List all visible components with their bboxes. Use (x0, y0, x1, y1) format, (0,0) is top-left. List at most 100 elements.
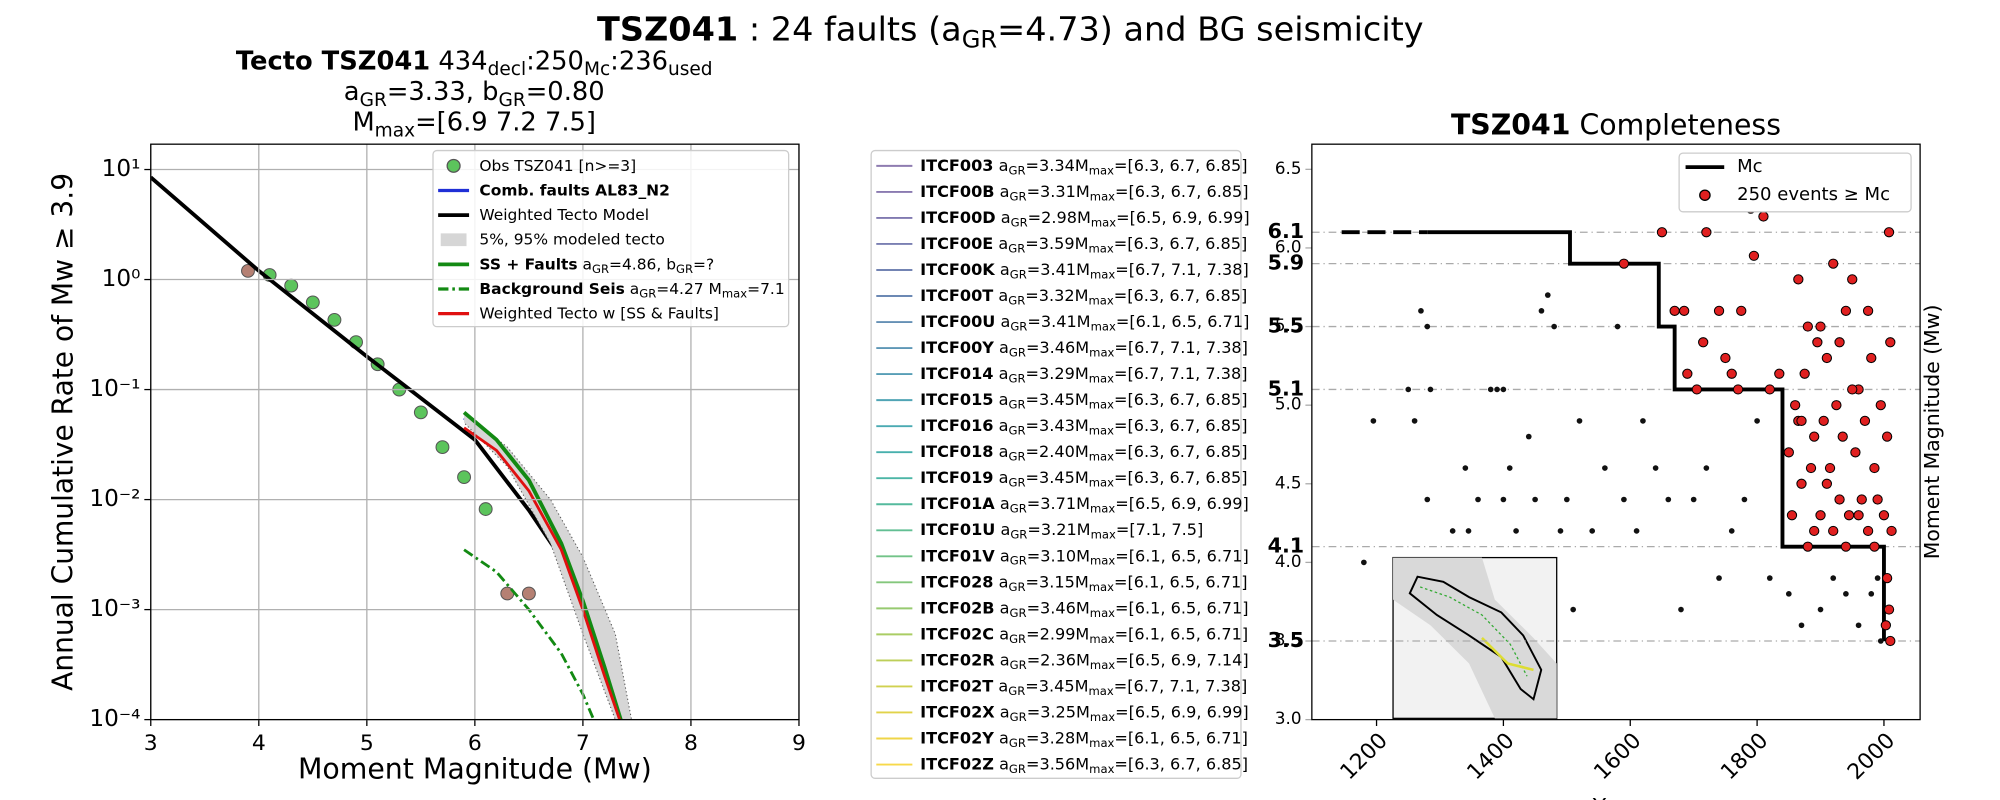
point (1669, 305, 1680, 316)
text-run: max (1089, 423, 1114, 437)
fault-agr: =3.31M (1027, 181, 1090, 200)
legend-swatch (440, 233, 467, 247)
text-run: max (375, 120, 415, 141)
point (1525, 433, 1532, 440)
text-run: GR (1009, 345, 1026, 359)
point (1821, 352, 1833, 364)
point (1532, 496, 1538, 503)
point (1774, 368, 1785, 379)
fault-agr: =3.21M (1027, 520, 1090, 539)
fault-mmax: =[6.7, 7.1, 7.38] (1114, 338, 1248, 357)
text-run: a (994, 624, 1009, 643)
fault-name: ITCF00D (920, 207, 996, 226)
fault-agr: =3.56M (1026, 754, 1089, 773)
point (1551, 323, 1557, 330)
text-run: GR (1010, 553, 1027, 567)
point (1487, 386, 1494, 393)
fault-name: ITCF00E (920, 234, 993, 253)
fault-mmax: =[6.3, 6.7, 6.85] (1114, 754, 1248, 773)
x-tick-label: 6 (468, 731, 482, 756)
point (1834, 494, 1845, 505)
text-run: Mc (584, 59, 610, 80)
legend-label: ITCF00U aGR=3.41Mmax=[6.1, 6.5, 6.71] (920, 312, 1249, 333)
point (1859, 415, 1871, 426)
y-tick-label: 4.0 (1275, 552, 1302, 571)
fault-mmax: =[6.1, 6.5, 6.71] (1115, 598, 1249, 617)
point (1805, 462, 1817, 474)
legend-label: ITCF00E aGR=3.59Mmax=[6.3, 6.7, 6.85] (920, 234, 1247, 255)
point (1618, 258, 1630, 269)
legend-label: ITCF00B aGR=3.31Mmax=[6.3, 6.7, 6.85] (920, 181, 1248, 202)
legend-name: Background Seis (479, 280, 624, 298)
fault-mmax: =[6.1, 6.5, 6.71] (1115, 546, 1249, 565)
text-run: GR (1008, 163, 1025, 177)
text-run: TSZ041 (597, 9, 738, 48)
legend-marker (446, 158, 461, 173)
line (1427, 230, 1886, 642)
point (1862, 525, 1874, 537)
point (1885, 337, 1896, 348)
text-run: =4.86, b (609, 255, 676, 273)
legend-label: ITCF02C aGR=2.99Mmax=[6.1, 6.5, 6.71] (920, 624, 1248, 645)
x-tick-label: 9 (792, 731, 806, 756)
fault-name: ITCF01V (920, 546, 995, 565)
chart-title: aGR=3.33, bGR=0.80 (344, 77, 605, 111)
point (1847, 384, 1858, 395)
point (1872, 494, 1883, 505)
text-run: max (1091, 527, 1116, 541)
text-run: =3.33, b (387, 77, 499, 107)
point (1640, 418, 1646, 424)
text-run: GR (1009, 631, 1026, 645)
mc-level-label: 5.1 (1268, 377, 1305, 401)
point (1465, 528, 1472, 534)
text-run: GR (1008, 423, 1025, 437)
legend-label: ITCF01V aGR=3.10Mmax=[6.1, 6.5, 6.71] (920, 546, 1249, 567)
fault-mmax: =[6.3, 6.7, 6.85] (1114, 155, 1248, 174)
text-run: a (993, 234, 1008, 253)
text-run: :236 (610, 47, 668, 77)
point (1513, 528, 1519, 534)
mc-level-label: 5.9 (1268, 251, 1305, 275)
line (462, 410, 623, 720)
point (1883, 227, 1895, 238)
point (1698, 337, 1709, 348)
y-tick-label: 10¹ (102, 156, 141, 182)
point (1834, 337, 1845, 348)
point (1881, 431, 1893, 442)
text-run: a (993, 468, 1008, 487)
point (1802, 541, 1813, 552)
text-run: a (993, 442, 1008, 461)
fault-mmax: =[6.3, 6.7, 6.85] (1114, 390, 1248, 409)
point (1824, 462, 1836, 474)
text-run: a (994, 754, 1009, 773)
text-run: a (994, 728, 1009, 747)
fault-agr: =2.36M (1027, 650, 1090, 669)
fault-agr: =3.15M (1025, 572, 1088, 591)
point (1821, 478, 1833, 489)
y-tick-label: 3.5 (1275, 631, 1302, 650)
point (1713, 305, 1725, 316)
point (1799, 368, 1810, 379)
point (1828, 258, 1839, 269)
y-axis-label: Annual Cumulative Rate of Mw ≥ 3.9 (46, 173, 79, 691)
text-run: GR (962, 26, 997, 54)
point (1557, 528, 1564, 534)
fault-agr: =3.45M (1025, 390, 1088, 409)
text-run: GR (1010, 267, 1027, 281)
point (1847, 274, 1858, 285)
point (1878, 510, 1890, 521)
text-run: max (1089, 345, 1114, 359)
fault-agr: =3.29M (1025, 364, 1088, 383)
text-run: =0.80 (526, 77, 605, 107)
point (1405, 386, 1412, 393)
legend-name: Weighted Tecto w [SS & Faults] (479, 304, 719, 322)
point (1840, 541, 1852, 552)
fault-name: ITCF00K (920, 260, 995, 279)
text-run: GR (1008, 397, 1025, 411)
point (1494, 386, 1500, 393)
point (1796, 478, 1807, 489)
y-tick-label: 5.5 (1275, 316, 1302, 335)
fault-name: ITCF02C (920, 624, 994, 643)
legend-label: ITCF003 aGR=3.34Mmax=[6.3, 6.7, 6.85] (920, 155, 1247, 176)
fault-mmax: =[7.1, 7.5] (1116, 520, 1203, 539)
